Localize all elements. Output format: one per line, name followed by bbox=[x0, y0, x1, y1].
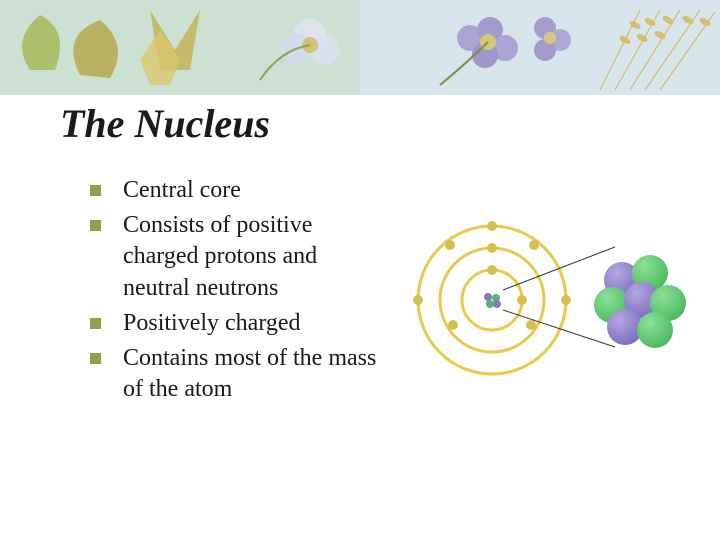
bullet-icon bbox=[90, 353, 101, 364]
bullet-icon bbox=[90, 220, 101, 231]
list-item: Positively charged bbox=[90, 308, 380, 339]
list-item: Contains most of the mass of the atom bbox=[90, 343, 380, 405]
list-item-text: Contains most of the mass of the atom bbox=[123, 343, 380, 405]
bullet-icon bbox=[90, 318, 101, 329]
bullet-list: Central core Consists of positive charge… bbox=[90, 175, 380, 405]
list-item-text: Consists of positive charged protons and… bbox=[123, 210, 380, 304]
bullet-icon bbox=[90, 185, 101, 196]
list-item: Central core bbox=[90, 175, 380, 206]
list-item-text: Central core bbox=[123, 175, 380, 206]
list-item-text: Positively charged bbox=[123, 308, 380, 339]
slide-title: The Nucleus bbox=[60, 100, 690, 147]
decorative-banner bbox=[0, 0, 720, 95]
atom-diagram bbox=[400, 185, 700, 415]
list-item: Consists of positive charged protons and… bbox=[90, 210, 380, 304]
